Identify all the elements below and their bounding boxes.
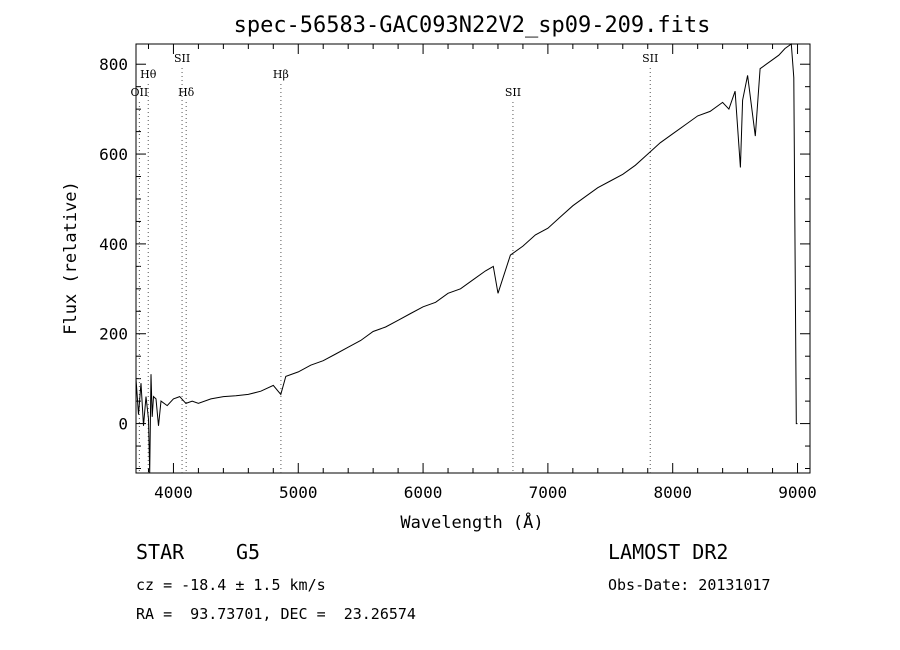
y-axis: 0 200 400 600 800 <box>99 55 810 470</box>
x-tick-label: 8000 <box>653 483 692 502</box>
line-marker-label: Hδ <box>178 86 195 99</box>
survey-name: LAMOST DR2 <box>608 540 729 564</box>
chart-title: spec-56583-GAC093N22V2_sp09-209.fits <box>234 13 711 38</box>
plot-frame <box>135 43 811 474</box>
coordinates: RA = 93.73701, DEC = 23.26574 <box>136 605 416 623</box>
spectrum-line <box>135 43 798 474</box>
x-axis-label: Wavelength (Å) <box>400 511 543 533</box>
line-marker-label: Hβ <box>273 68 289 81</box>
x-tick-label: 5000 <box>279 483 318 502</box>
obs-date: Obs-Date: 20131017 <box>608 576 771 594</box>
x-tick-label: 4000 <box>154 483 193 502</box>
line-marker-label: SII <box>505 86 521 99</box>
x-tick-label: 9000 <box>778 483 817 502</box>
object-subclass: G5 <box>236 540 261 564</box>
line-annotations: OII Hθ SII Hδ Hβ SII SII <box>131 52 658 473</box>
object-class: STAR <box>136 540 185 564</box>
y-tick-label: 400 <box>99 235 128 254</box>
y-tick-label: 200 <box>99 325 128 344</box>
x-axis: 4000 5000 6000 7000 8000 9000 <box>147 44 817 502</box>
y-axis-label: Flux (relative) <box>61 181 81 335</box>
y-tick-label: 0 <box>118 415 128 434</box>
line-marker-label: SII <box>174 52 190 65</box>
x-tick-label: 7000 <box>529 483 568 502</box>
line-marker-label: OII <box>131 86 149 99</box>
line-marker-label: SII <box>642 52 658 65</box>
redshift-text: cz = -18.4 ± 1.5 km/s <box>136 576 326 594</box>
x-tick-label: 6000 <box>404 483 443 502</box>
line-marker-label: Hθ <box>140 68 157 81</box>
y-tick-label: 800 <box>99 55 128 74</box>
y-tick-label: 600 <box>99 145 128 164</box>
